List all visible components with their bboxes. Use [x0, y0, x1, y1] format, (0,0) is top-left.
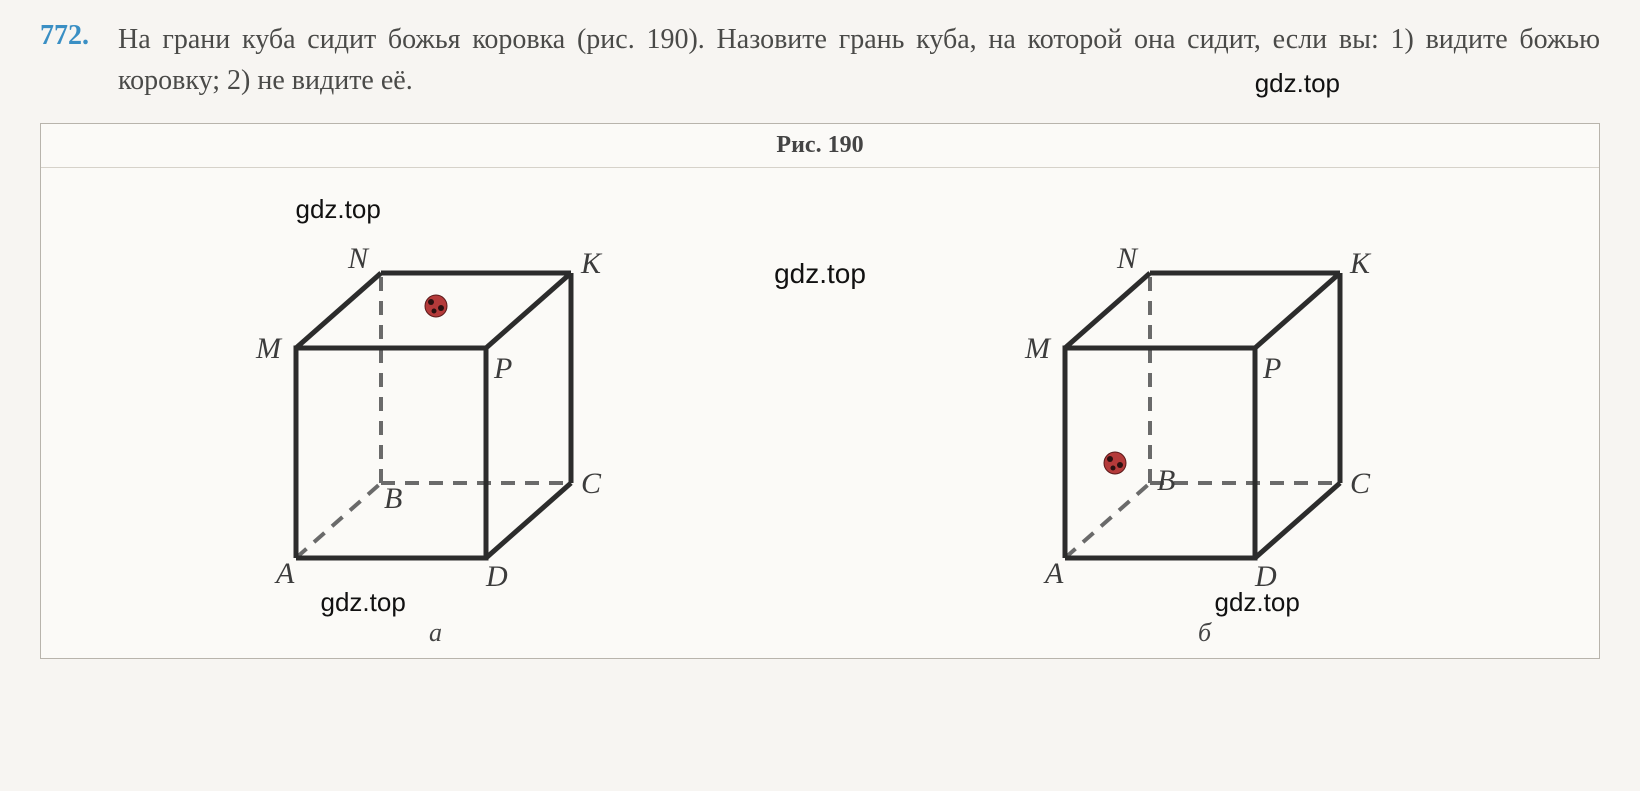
edge-MN: [296, 273, 381, 348]
label-P-b: P: [1262, 352, 1281, 385]
label-C-b: C: [1350, 467, 1371, 500]
problem-text: На грани куба сидит божья коровка (рис. …: [118, 20, 1600, 103]
edge-MN-b: [1065, 273, 1150, 348]
edge-DC-b: [1255, 483, 1340, 558]
problem-text-content: На грани куба сидит божья коровка (рис. …: [118, 24, 1600, 96]
edge-AB-b: [1065, 483, 1150, 558]
figure-box: Рис. 190 gdz.top: [40, 123, 1600, 659]
cube-a-svg: A D M P B C N K: [226, 188, 646, 608]
cube-panel-a: gdz.top: [226, 188, 646, 648]
label-N: N: [347, 242, 370, 275]
label-M-b: M: [1024, 332, 1052, 365]
label-A: A: [274, 557, 295, 590]
watermark-center: gdz.top: [774, 258, 866, 290]
figure-title: Рис. 190: [41, 124, 1599, 168]
label-K: K: [580, 247, 603, 280]
problem-block: 772. На грани куба сидит божья коровка (…: [40, 20, 1600, 103]
edge-KP-b: [1255, 273, 1340, 348]
label-K-b: K: [1349, 247, 1372, 280]
cube-b-svg: A D M P B C N K: [995, 188, 1415, 608]
panel-b-label: б: [1198, 618, 1211, 648]
label-D-b: D: [1254, 560, 1277, 593]
problem-number: 772.: [40, 20, 100, 52]
edge-KP: [486, 273, 571, 348]
panel-a-label: а: [429, 618, 442, 648]
label-M: M: [255, 332, 283, 365]
ladybug-icon: [425, 295, 447, 317]
label-C: C: [581, 467, 602, 500]
label-P: P: [493, 352, 512, 385]
label-D: D: [485, 560, 508, 593]
label-N-b: N: [1116, 242, 1139, 275]
front-face-b: [1065, 348, 1255, 558]
edge-AB: [296, 483, 381, 558]
label-A-b: A: [1043, 557, 1064, 590]
edge-DC: [486, 483, 571, 558]
figure-content: gdz.top: [41, 168, 1599, 658]
ladybug-icon-b: [1104, 452, 1126, 474]
cube-panel-b: A D M P B C N K gdz.top б: [995, 188, 1415, 648]
label-B: B: [384, 482, 402, 515]
front-face: [296, 348, 486, 558]
label-B-b: B: [1157, 464, 1175, 497]
